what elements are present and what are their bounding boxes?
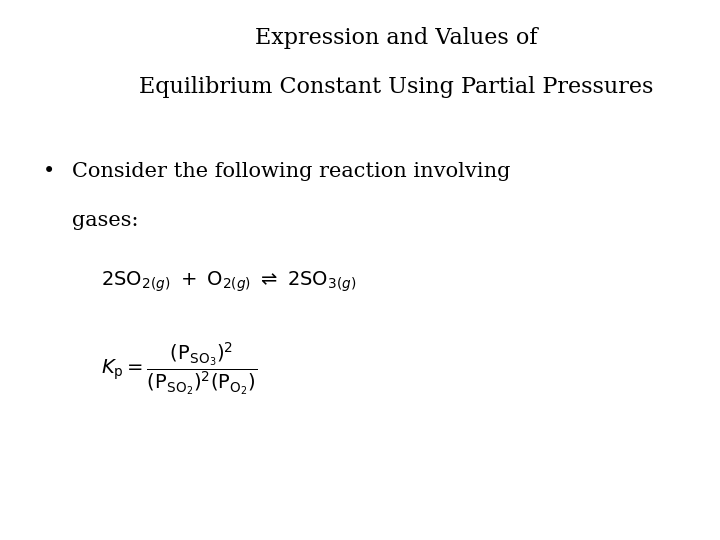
Text: $\mathrm{2SO}_{2(g)}\mathrm{\ +\ O}_{2(g)}\mathrm{\ \rightleftharpoons\ 2SO}_{3(: $\mathrm{2SO}_{2(g)}\mathrm{\ +\ O}_{2(g… [101,270,356,294]
Text: Equilibrium Constant Using Partial Pressures: Equilibrium Constant Using Partial Press… [139,76,653,98]
Text: $K_{\rm p} = \dfrac{({\rm P_{SO_3}})^{2}}{({\rm P_{SO_2}})^{2}({\rm P_{O_2}})}$: $K_{\rm p} = \dfrac{({\rm P_{SO_3}})^{2}… [101,340,257,397]
Text: Expression and Values of: Expression and Values of [255,27,537,49]
Text: Consider the following reaction involving: Consider the following reaction involvin… [72,162,510,181]
Text: •: • [43,162,55,181]
Text: gases:: gases: [72,211,138,229]
